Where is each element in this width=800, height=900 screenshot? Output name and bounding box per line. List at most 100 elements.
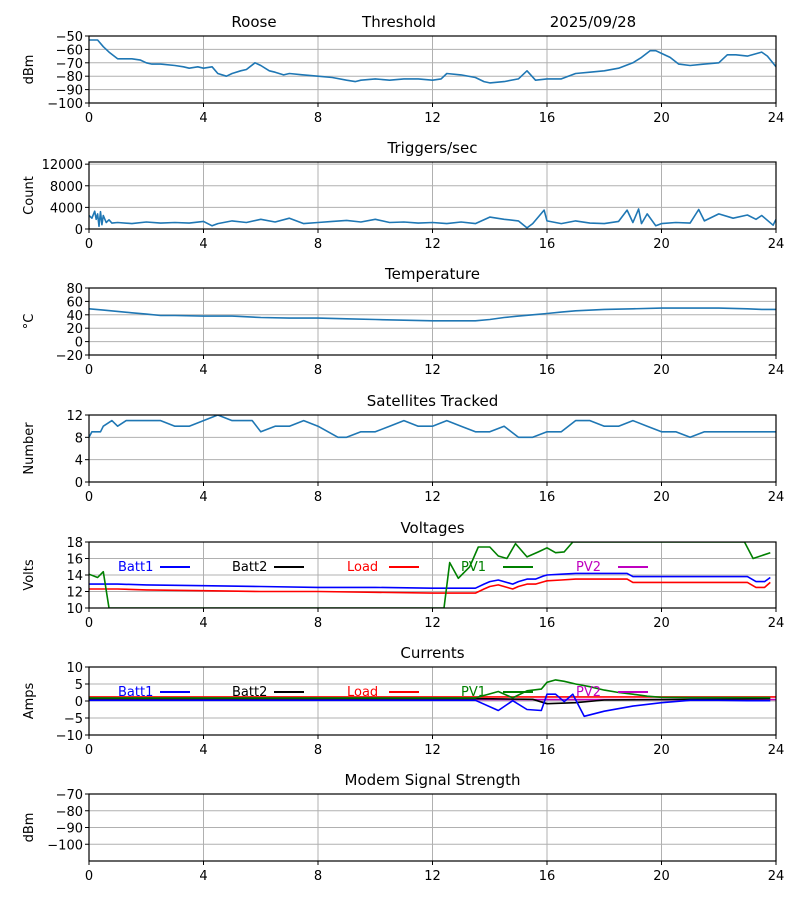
x-tick-label: 16 (539, 490, 556, 505)
y-tick-label: 0 (75, 336, 83, 351)
series-line-triggers (89, 208, 776, 229)
y-tick-label: 8000 (50, 180, 83, 195)
chart-panel-currents: 0 4 8 12 16 20 24 −10 −5 0 5 10 Currents Amps Batt1 Bat… (22, 644, 784, 758)
chart-title: Voltages (400, 519, 464, 537)
y-tick-label: 12 (66, 409, 83, 424)
series-line-temperature (89, 307, 776, 322)
chart-panel-satellites: 0 4 8 12 16 20 24 0 4 8 12 Satellites Tracked Number (22, 392, 784, 505)
y-tick-label: −100 (47, 97, 83, 112)
x-tick-label: 24 (768, 869, 785, 884)
x-tick-label: 24 (768, 743, 785, 758)
series-line-batt1 (89, 693, 771, 718)
y-tick-label: −90 (56, 84, 83, 99)
chart-title: Temperature (384, 265, 480, 283)
y-axis-label: dBm (22, 55, 37, 85)
x-tick-label: 8 (314, 237, 322, 252)
y-tick-label: 14 (66, 569, 83, 584)
x-tick-label: 4 (199, 237, 207, 252)
x-tick-label: 8 (314, 616, 322, 631)
x-tick-label: 16 (539, 743, 556, 758)
y-tick-label: −20 (56, 349, 83, 364)
x-tick-label: 16 (539, 363, 556, 378)
x-tick-label: 4 (199, 363, 207, 378)
legend-label-pv2: PV2 (576, 685, 601, 700)
y-tick-label: 0 (75, 695, 83, 710)
x-tick-label: 0 (85, 490, 93, 505)
x-tick-label: 8 (314, 490, 322, 505)
y-tick-label: 40 (66, 309, 83, 324)
x-tick-label: 12 (424, 869, 441, 884)
y-tick-label: −80 (56, 70, 83, 85)
legend-label-batt2: Batt2 (232, 560, 267, 575)
chart-title: Satellites Tracked (367, 392, 498, 410)
y-axis-label: dBm (22, 813, 37, 843)
y-tick-label: −60 (56, 43, 83, 58)
x-tick-label: 8 (314, 363, 322, 378)
header-date: 2025/09/28 (550, 13, 636, 31)
y-tick-label: 16 (66, 553, 83, 568)
x-tick-label: 8 (314, 111, 322, 126)
x-tick-label: 0 (85, 237, 93, 252)
chart-title: Currents (400, 644, 464, 662)
y-axis-label: Amps (22, 682, 37, 719)
header-threshold: Threshold (361, 13, 436, 31)
chart-panel-triggers: 0 4 8 12 16 20 24 0 4000 8000 12000 Triggers/sec Cou… (22, 139, 784, 252)
y-tick-label: 80 (66, 282, 83, 297)
x-tick-label: 24 (768, 237, 785, 252)
header-station: Roose (231, 13, 276, 31)
x-tick-label: 4 (199, 869, 207, 884)
y-tick-label: 18 (66, 536, 83, 551)
y-tick-label: 10 (66, 661, 83, 676)
y-axis-label: Volts (22, 559, 37, 591)
y-tick-label: −10 (56, 729, 83, 744)
x-tick-label: 24 (768, 111, 785, 126)
x-tick-label: 20 (653, 363, 670, 378)
legend-label-batt1: Batt1 (118, 560, 153, 575)
y-tick-label: 0 (75, 223, 83, 238)
x-tick-label: 16 (539, 111, 556, 126)
x-tick-label: 16 (539, 237, 556, 252)
x-tick-label: 12 (424, 743, 441, 758)
y-tick-label: 12 (66, 586, 83, 601)
y-tick-label: 0 (75, 476, 83, 491)
x-tick-label: 24 (768, 363, 785, 378)
y-tick-label: 8 (75, 431, 83, 446)
y-tick-label: 4 (75, 454, 83, 469)
legend-label-load: Load (347, 685, 378, 700)
series-line-satellites (89, 415, 776, 439)
x-tick-label: 4 (199, 743, 207, 758)
chart-title: Triggers/sec (387, 139, 478, 157)
y-tick-label: 10 (66, 602, 83, 617)
y-axis-label: °C (22, 314, 37, 330)
x-tick-label: 12 (424, 616, 441, 631)
x-tick-label: 24 (768, 490, 785, 505)
y-tick-label: 20 (66, 322, 83, 337)
y-tick-label: 60 (66, 295, 83, 310)
x-tick-label: 0 (85, 743, 93, 758)
y-tick-label: −90 (56, 822, 83, 837)
x-tick-label: 12 (424, 237, 441, 252)
x-tick-label: 4 (199, 490, 207, 505)
y-tick-label: −5 (64, 712, 83, 727)
x-tick-label: 0 (85, 111, 93, 126)
y-axis-label: Number (22, 422, 37, 475)
legend-label-load: Load (347, 560, 378, 575)
series-line-pv1 (89, 542, 771, 608)
series-line-threshold (89, 39, 776, 84)
legend-label-pv1: PV1 (461, 685, 486, 700)
x-tick-label: 4 (199, 111, 207, 126)
series-line-load (89, 578, 771, 594)
chart-panel-modem: 0 4 8 12 16 20 24 −100−90 −80 −70 Modem Signal Str… (22, 771, 784, 884)
x-tick-label: 12 (424, 363, 441, 378)
y-tick-label: −50 (56, 30, 83, 45)
x-tick-label: 0 (85, 616, 93, 631)
x-tick-label: 20 (653, 869, 670, 884)
y-tick-label: 5 (75, 678, 83, 693)
y-axis-label: Count (22, 176, 37, 215)
x-tick-label: 20 (653, 237, 670, 252)
x-tick-label: 0 (85, 869, 93, 884)
legend-label-pv2: PV2 (576, 560, 601, 575)
